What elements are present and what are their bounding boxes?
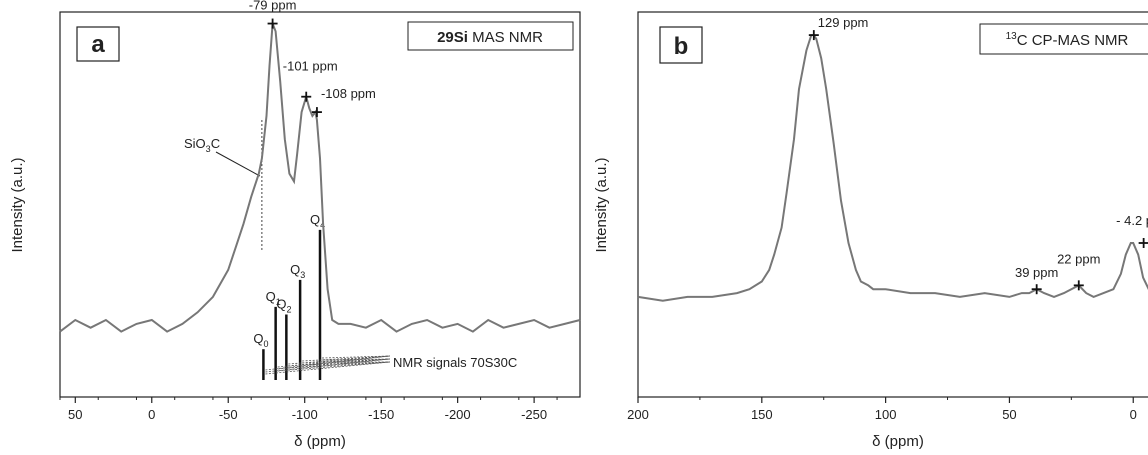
panel-b-title-rest: C CP-MAS NMR bbox=[1017, 32, 1129, 49]
peak-label: -101 ppm bbox=[283, 59, 338, 74]
panel-b-ylabel: Intensity (a.u.) bbox=[593, 157, 610, 252]
panel-a-plot-frame bbox=[59, 11, 581, 398]
signal-leader-line bbox=[277, 361, 391, 372]
panel-b-xlabel: δ (ppm) bbox=[872, 433, 924, 450]
panel-b-plot-frame bbox=[637, 11, 1148, 398]
panel-a-signal-leader-lines bbox=[265, 355, 391, 375]
panel-a-spectrum-line bbox=[59, 23, 581, 333]
panel-a-letter: a bbox=[91, 31, 105, 58]
panel-a-title-box bbox=[407, 21, 574, 51]
peak-label: 39 ppm bbox=[1015, 265, 1058, 280]
peak-label: 22 ppm bbox=[1057, 251, 1100, 266]
signal-leader-line bbox=[302, 358, 391, 364]
panel-b-title: 13C CP-MAS NMR bbox=[1006, 31, 1129, 49]
x-tick-label: 100 bbox=[875, 407, 897, 422]
panel-a-letter-box bbox=[76, 26, 120, 62]
panel-a-title-rest: MAS NMR bbox=[472, 29, 543, 46]
panel-b-letter-box bbox=[659, 26, 703, 64]
peak-label: -108 ppm bbox=[321, 86, 376, 101]
panel-a-title-bold: 29Si bbox=[437, 29, 468, 46]
x-tick-label: 200 bbox=[627, 407, 649, 422]
panel-a-x-axis: 50 0 -50 -100 -150 -200 -250 bbox=[59, 397, 558, 422]
panel-b-x-axis: 200 150 100 50 0 bbox=[627, 397, 1137, 422]
stick-signal-label: Q1 bbox=[266, 289, 281, 307]
signal-leader-line bbox=[288, 361, 391, 369]
panel-b-letter: b bbox=[674, 33, 689, 60]
peak-label: -79 ppm bbox=[249, 0, 297, 13]
signal-leader-line bbox=[302, 361, 391, 366]
panel-b-spectrum-line bbox=[637, 34, 1148, 302]
x-tick-label: -100 bbox=[292, 407, 318, 422]
x-tick-label: 50 bbox=[68, 407, 82, 422]
x-tick-label: 50 bbox=[1002, 407, 1016, 422]
x-tick-label: -50 bbox=[219, 407, 238, 422]
x-tick-label: -150 bbox=[368, 407, 394, 422]
panel-a-title: 29Si MAS NMR bbox=[437, 29, 543, 46]
panel-b: b 13C CP-MAS NMR Intensity (a.u.) δ (ppm… bbox=[593, 11, 1148, 450]
panel-a-stick-caption: NMR signals 70S30C bbox=[393, 355, 517, 370]
stick-signal-label: Q0 bbox=[253, 331, 268, 349]
x-tick-label: 0 bbox=[1130, 407, 1137, 422]
panel-a-sio3c-label: SiO3C bbox=[184, 136, 220, 154]
panel-a-ylabel: Intensity (a.u.) bbox=[9, 157, 26, 252]
panel-b-title-box bbox=[979, 23, 1148, 55]
x-tick-label: -200 bbox=[445, 407, 471, 422]
stick-signal-label: Q2 bbox=[276, 297, 291, 315]
signal-leader-line bbox=[321, 355, 391, 359]
signal-leader-line bbox=[302, 355, 391, 362]
signal-leader-line bbox=[321, 358, 391, 361]
stick-signal-label: Q3 bbox=[290, 262, 305, 280]
panel-a-sio3c-leader bbox=[215, 151, 261, 177]
peak-label: - 4.2 ppm bbox=[1116, 213, 1148, 228]
panel-a-xlabel: δ (ppm) bbox=[294, 433, 346, 450]
panel-a-peak-markers: -79 ppm -101 ppm -108 ppm bbox=[249, 0, 376, 118]
panel-b-title-sup: 13 bbox=[1006, 31, 1018, 42]
x-tick-label: 150 bbox=[751, 407, 773, 422]
sio3c-end: C bbox=[211, 136, 220, 151]
sio3c-sub: 3 bbox=[206, 144, 211, 154]
panel-a: a 29Si MAS NMR Intensity (a.u.) δ (ppm) … bbox=[9, 0, 581, 450]
peak-label: 129 ppm bbox=[818, 15, 869, 30]
x-tick-label: 0 bbox=[148, 407, 155, 422]
sio3c-main: SiO bbox=[184, 136, 206, 151]
x-tick-label: -250 bbox=[521, 407, 547, 422]
